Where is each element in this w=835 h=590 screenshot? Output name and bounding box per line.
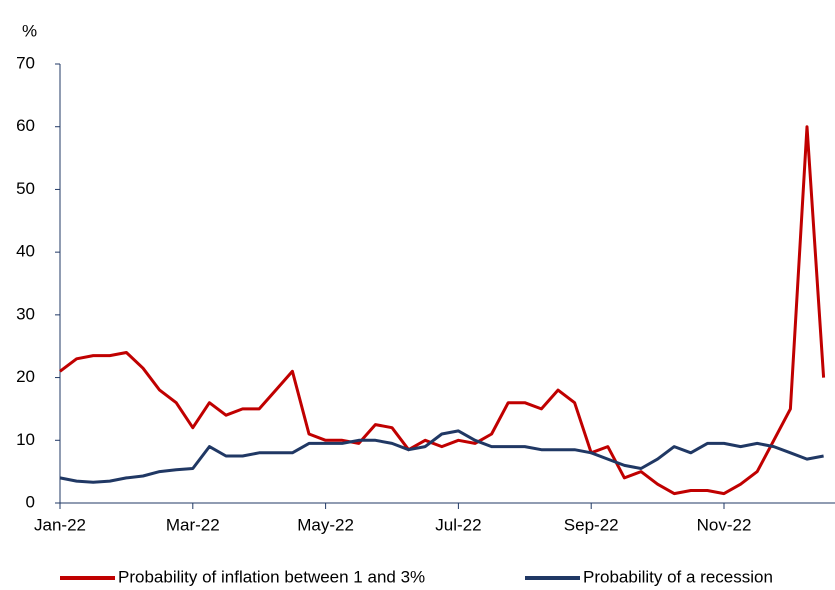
x-tick-label: Jan-22 [34,515,86,534]
series-line [59,125,826,496]
legend-label: Probability of a recession [583,567,773,586]
series-line [59,429,824,484]
y-tick-label: 30 [16,304,35,323]
y-tick-label: 50 [16,179,35,198]
y-tick-label: 0 [26,492,35,511]
x-tick-label: Mar-22 [166,515,220,534]
x-tick-label: May-22 [297,515,354,534]
y-tick-label: 60 [16,116,35,135]
x-tick-label: Jul-22 [435,515,481,534]
y-tick-label: 70 [16,53,35,72]
y-tick-label: 20 [16,367,35,386]
y-tick-label: 10 [16,430,35,449]
legend-label: Probability of inflation between 1 and 3… [118,567,425,586]
x-tick-label: Nov-22 [697,515,752,534]
y-axis-label: % [22,21,37,40]
y-tick-label: 40 [16,242,35,261]
x-tick-label: Sep-22 [564,515,619,534]
